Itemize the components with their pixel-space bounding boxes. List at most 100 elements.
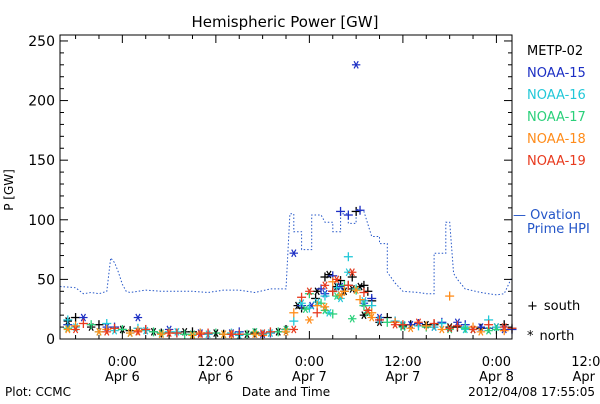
legend-entry-noaa-17: NOAA-17 bbox=[527, 110, 586, 125]
marker-stroke bbox=[408, 324, 414, 333]
legend-marker-north: * north bbox=[527, 329, 574, 344]
marker-stroke bbox=[334, 292, 340, 301]
y-axis-label: P [GW] bbox=[2, 169, 16, 211]
x-tick-label-date: Apr 8 bbox=[479, 370, 514, 385]
noaa-19-north-point bbox=[289, 325, 298, 334]
noaa-17-south-point bbox=[86, 320, 96, 330]
marker-stroke bbox=[415, 318, 422, 327]
noaa-15-south-point bbox=[336, 206, 346, 216]
marker-stroke bbox=[104, 327, 110, 336]
marker-stroke bbox=[166, 329, 172, 337]
noaa-17-south-point bbox=[460, 323, 470, 333]
noaa-18-south-point bbox=[289, 308, 299, 318]
marker-stroke bbox=[72, 325, 79, 334]
metp-02-south-point bbox=[347, 272, 357, 282]
y-tick-label: 150 bbox=[28, 153, 55, 169]
noaa-19-north-point bbox=[320, 281, 330, 290]
x-tick-label-date: Apr 7 bbox=[385, 370, 420, 385]
noaa-19-south-point bbox=[172, 328, 182, 338]
noaa-19-north-point bbox=[348, 268, 357, 277]
marker-stroke bbox=[349, 268, 355, 277]
x-tick-label-time: 12:00 bbox=[384, 355, 421, 370]
marker-stroke bbox=[252, 330, 258, 339]
noaa-19-north-point bbox=[305, 287, 314, 296]
marker-stroke bbox=[158, 330, 164, 339]
marker-stroke bbox=[353, 286, 359, 295]
noaa-15-north-point bbox=[351, 60, 361, 69]
legend-marker-symbol: * bbox=[527, 329, 534, 344]
noaa-16-south-point bbox=[289, 316, 299, 326]
marker-stroke bbox=[197, 330, 203, 339]
marker-stroke bbox=[306, 287, 312, 296]
marker-stroke bbox=[349, 314, 355, 323]
marker-stroke bbox=[361, 296, 367, 305]
noaa-18-south-point bbox=[355, 295, 365, 305]
noaa-18-north-point bbox=[250, 330, 260, 339]
noaa-15-south-point bbox=[343, 210, 353, 220]
noaa-19-south-point bbox=[78, 319, 88, 329]
y-tick-label: 50 bbox=[37, 272, 55, 288]
noaa-18-north-point bbox=[305, 315, 314, 324]
marker-stroke bbox=[260, 329, 266, 337]
noaa-18-north-point bbox=[406, 324, 415, 333]
marker-stroke bbox=[408, 320, 414, 329]
noaa-19-south-point bbox=[203, 328, 213, 338]
noaa-15-north-point bbox=[406, 320, 415, 329]
marker-stroke bbox=[127, 329, 133, 337]
plot-frame bbox=[59, 34, 513, 340]
marker-stroke bbox=[65, 325, 71, 334]
noaa-19-south-point bbox=[375, 315, 385, 325]
noaa-18-north-point bbox=[437, 325, 447, 334]
noaa-19-north-point bbox=[227, 330, 236, 339]
marker-stroke bbox=[135, 313, 141, 322]
noaa-18-north-point bbox=[94, 327, 104, 336]
marker-stroke bbox=[291, 249, 297, 258]
x-tick-label-time: 0:00 bbox=[108, 355, 137, 370]
noaa-19-south-point bbox=[484, 320, 494, 330]
legend-ovation-line1: — Ovation bbox=[513, 208, 581, 223]
noaa-19-south-point bbox=[328, 286, 338, 296]
noaa-19-south-point bbox=[141, 324, 151, 334]
plot-credit: Plot: CCMC bbox=[5, 385, 71, 399]
noaa-19-south-point bbox=[343, 280, 353, 290]
x-tick-label-time: 12:00 bbox=[571, 355, 600, 370]
marker-stroke bbox=[365, 306, 371, 315]
noaa-19-north-point bbox=[71, 325, 80, 334]
noaa-16-south-point bbox=[320, 291, 330, 301]
marker-stroke bbox=[322, 281, 328, 290]
legend-entry-noaa-19: NOAA-19 bbox=[527, 154, 586, 169]
noaa-17-south-point bbox=[149, 327, 159, 337]
marker-stroke bbox=[298, 299, 305, 308]
marker-stroke bbox=[221, 330, 227, 339]
noaa-18-north-point bbox=[281, 327, 291, 336]
marker-stroke bbox=[326, 270, 332, 279]
noaa-17-north-point bbox=[484, 326, 493, 335]
x-axis-label: Date and Time bbox=[242, 385, 330, 399]
metp-02-north-point bbox=[324, 270, 334, 279]
noaa-19-south-point bbox=[312, 308, 322, 318]
marker-stroke bbox=[283, 327, 289, 336]
noaa-16-south-point bbox=[437, 319, 447, 329]
noaa-19-south-point bbox=[398, 320, 408, 330]
noaa-17-south-point bbox=[328, 309, 338, 319]
marker-stroke bbox=[337, 290, 344, 299]
metp-02-south-point bbox=[71, 313, 81, 323]
x-tick-label-time: 12:00 bbox=[197, 355, 234, 370]
metp-02-south-point bbox=[363, 286, 373, 296]
marker-stroke bbox=[326, 308, 332, 317]
noaa-15-north-point bbox=[289, 249, 298, 258]
marker-stroke bbox=[470, 325, 476, 334]
noaa-19-north-point bbox=[332, 275, 341, 284]
noaa-17-north-point bbox=[348, 314, 357, 323]
x-tick-label-date: Apr 6 bbox=[105, 370, 140, 385]
noaa-17-south-point bbox=[242, 329, 252, 339]
legend-entry-noaa-16: NOAA-16 bbox=[527, 88, 586, 103]
legend-marker-symbol: + bbox=[527, 299, 538, 314]
noaa-17-north-point bbox=[301, 305, 310, 314]
y-tick-label: 0 bbox=[46, 332, 55, 348]
plot-timestamp: 2012/04/08 17:55:05 bbox=[468, 385, 595, 399]
marker-stroke bbox=[228, 330, 235, 339]
y-tick-label: 250 bbox=[28, 34, 55, 50]
